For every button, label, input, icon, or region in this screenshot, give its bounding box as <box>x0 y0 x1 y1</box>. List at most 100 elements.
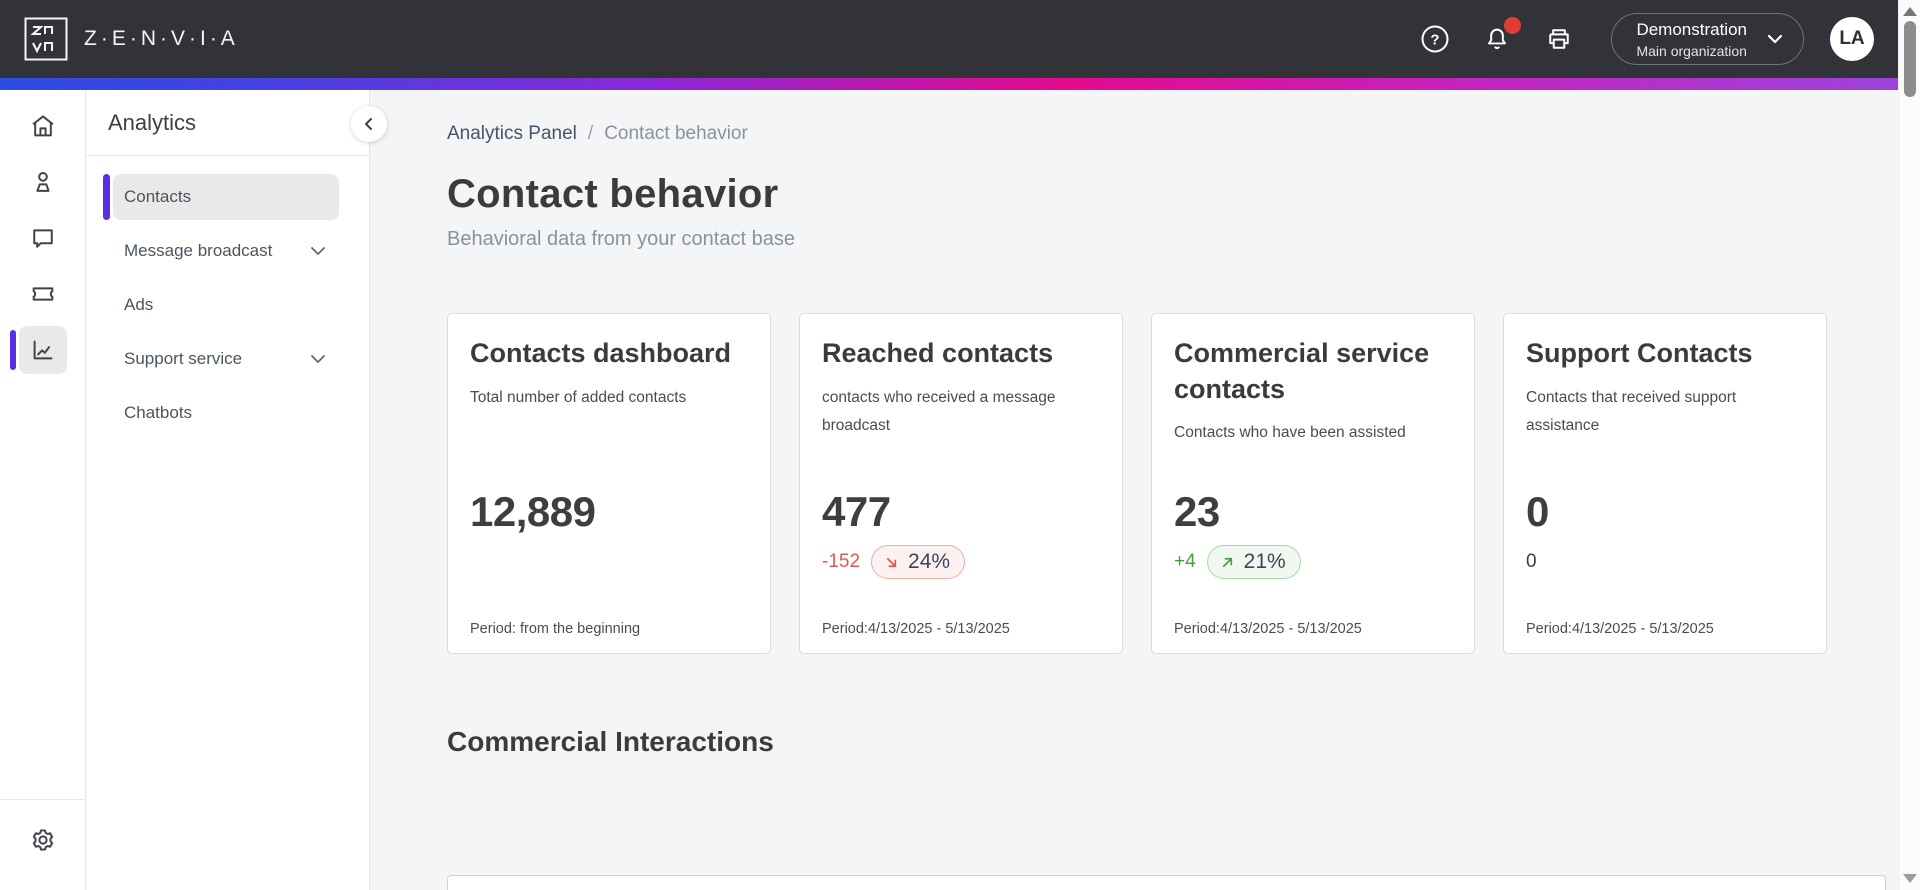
card-reached-contacts: Reached contacts contacts who received a… <box>799 313 1123 654</box>
svg-text:?: ? <box>1431 32 1440 49</box>
panel-divider <box>86 155 369 156</box>
chevron-left-icon <box>360 115 378 133</box>
scrollbar-thumb[interactable] <box>1903 21 1916 97</box>
active-indicator <box>103 336 110 382</box>
breadcrumb-analytics-panel[interactable]: Analytics Panel <box>447 123 577 144</box>
menu-item-contacts[interactable]: Contacts <box>86 174 369 220</box>
trend-badge: 24% <box>871 545 966 579</box>
card-value: 23 <box>1174 488 1220 535</box>
menu-item-ads[interactable]: Ads <box>86 282 369 328</box>
analytics-menu: Contacts Message broadcast <box>86 156 369 436</box>
card-trend-row: +4 21% <box>1174 545 1301 579</box>
commercial-interactions-card-edge <box>447 875 1886 890</box>
organization-info: Demonstration Main organization <box>1636 20 1747 59</box>
scrollbar-up-arrow[interactable] <box>1902 7 1917 16</box>
active-indicator <box>103 282 110 328</box>
organization-name: Demonstration <box>1636 19 1747 39</box>
arrow-down-right-icon <box>883 554 900 571</box>
page-subtitle: Behavioral data from your contact base <box>447 228 795 250</box>
menu-item-message-broadcast[interactable]: Message broadcast <box>86 228 369 274</box>
page-scrollbar[interactable] <box>1898 0 1920 890</box>
sidebar-item-home[interactable] <box>0 102 86 150</box>
zenvia-maze-logo-icon <box>24 17 68 61</box>
delta-value: -152 <box>822 551 861 572</box>
chevron-down-icon <box>1763 27 1787 51</box>
card-description: Contacts that received support assistanc… <box>1526 388 1737 435</box>
card-support-contacts: Support Contacts Contacts that received … <box>1503 313 1827 654</box>
panel-collapse-button[interactable] <box>351 106 387 142</box>
menu-item-label: Contacts <box>124 187 192 206</box>
card-period: Period: from the beginning <box>470 621 641 637</box>
breadcrumb: Analytics Panel / Contact behavior <box>447 123 1898 145</box>
active-indicator <box>103 390 110 436</box>
menu-item-label: Message broadcast <box>124 241 273 260</box>
menu-item-label: Support service <box>124 349 243 368</box>
printer-icon[interactable] <box>1543 23 1575 55</box>
card-title: Reached contacts <box>822 338 1054 368</box>
card-description: Contacts who have been assisted <box>1174 424 1406 442</box>
card-title: Commercial service contacts <box>1174 338 1430 404</box>
card-title: Support Contacts <box>1526 338 1753 368</box>
analytics-panel: Analytics Contacts Message broadcast <box>86 90 387 890</box>
icon-rail <box>0 90 86 890</box>
menu-item-label: Ads <box>124 295 154 314</box>
arrow-up-right-icon <box>1219 554 1236 571</box>
organization-switcher[interactable]: Demonstration Main organization <box>1611 13 1804 65</box>
badge-percent: 21% <box>1243 550 1286 573</box>
scrollbar-down-arrow[interactable] <box>1902 874 1917 883</box>
delta-value: +4 <box>1174 551 1196 572</box>
menu-item-support-service[interactable]: Support service <box>86 336 369 382</box>
chevron-down-icon <box>309 244 327 258</box>
notification-unread-dot <box>1504 17 1522 34</box>
card-description: contacts who received a message broadcas… <box>822 388 1056 435</box>
card-contacts-dashboard: Contacts dashboard Total number of added… <box>447 313 771 654</box>
topbar: Z·E·N·V·I·A ? <box>0 0 1898 78</box>
card-period: Period:4/13/2025 - 5/13/2025 <box>822 621 1010 637</box>
rail-footer <box>0 799 86 890</box>
card-description: Total number of added contacts <box>470 388 687 406</box>
conversations-icon <box>19 214 67 262</box>
card-commercial-service-contacts: Commercial service contacts Contacts who… <box>1151 313 1475 654</box>
delta-value: 0 <box>1526 551 1537 572</box>
card-period: Period:4/13/2025 - 5/13/2025 <box>1526 621 1714 637</box>
analytics-chart-icon <box>18 326 67 374</box>
brand-name: Z·E·N·V·I·A <box>84 27 239 50</box>
panel-title: Analytics <box>108 110 197 135</box>
ticket-icon <box>19 270 67 318</box>
menu-item-label: Chatbots <box>124 403 193 422</box>
main-content: Analytics Panel / Contact behavior Conta… <box>370 90 1898 890</box>
card-trend-row: 0 <box>1526 545 1537 579</box>
sidebar-item-contacts[interactable] <box>0 158 86 206</box>
sidebar-item-conversations[interactable] <box>0 214 86 262</box>
trend-badge: 21% <box>1206 545 1301 579</box>
active-indicator <box>103 228 110 274</box>
breadcrumb-current: Contact behavior <box>604 123 748 144</box>
menu-item-chatbots[interactable]: Chatbots <box>86 390 369 436</box>
active-indicator <box>103 174 110 220</box>
avatar-initials: LA <box>1839 28 1865 49</box>
page-title: Contact behavior <box>447 172 779 216</box>
settings-gear-icon[interactable] <box>19 816 67 864</box>
content-row: Analytics Contacts Message broadcast <box>0 90 1898 890</box>
help-icon[interactable]: ? <box>1419 23 1451 55</box>
avatar[interactable]: LA <box>1830 17 1874 61</box>
card-trend-row: -152 24% <box>822 545 966 579</box>
kpi-cards-row: Contacts dashboard Total number of added… <box>447 313 1898 654</box>
organization-type: Main organization <box>1636 42 1747 59</box>
contacts-icon <box>19 158 67 206</box>
card-value: 0 <box>1526 488 1549 535</box>
card-title: Contacts dashboard <box>470 338 732 368</box>
chevron-down-icon <box>309 352 327 366</box>
brand-gradient-bar <box>0 78 1898 90</box>
home-icon <box>19 102 67 150</box>
notifications-bell-icon[interactable] <box>1481 17 1522 55</box>
card-value: 477 <box>822 488 891 535</box>
card-period: Period:4/13/2025 - 5/13/2025 <box>1174 621 1362 637</box>
topbar-actions: ? <box>1419 13 1874 65</box>
sidebar-item-analytics[interactable] <box>0 326 86 374</box>
breadcrumb-separator: / <box>587 123 594 144</box>
brand: Z·E·N·V·I·A <box>24 17 239 61</box>
sidebar-item-tickets[interactable] <box>0 270 86 318</box>
